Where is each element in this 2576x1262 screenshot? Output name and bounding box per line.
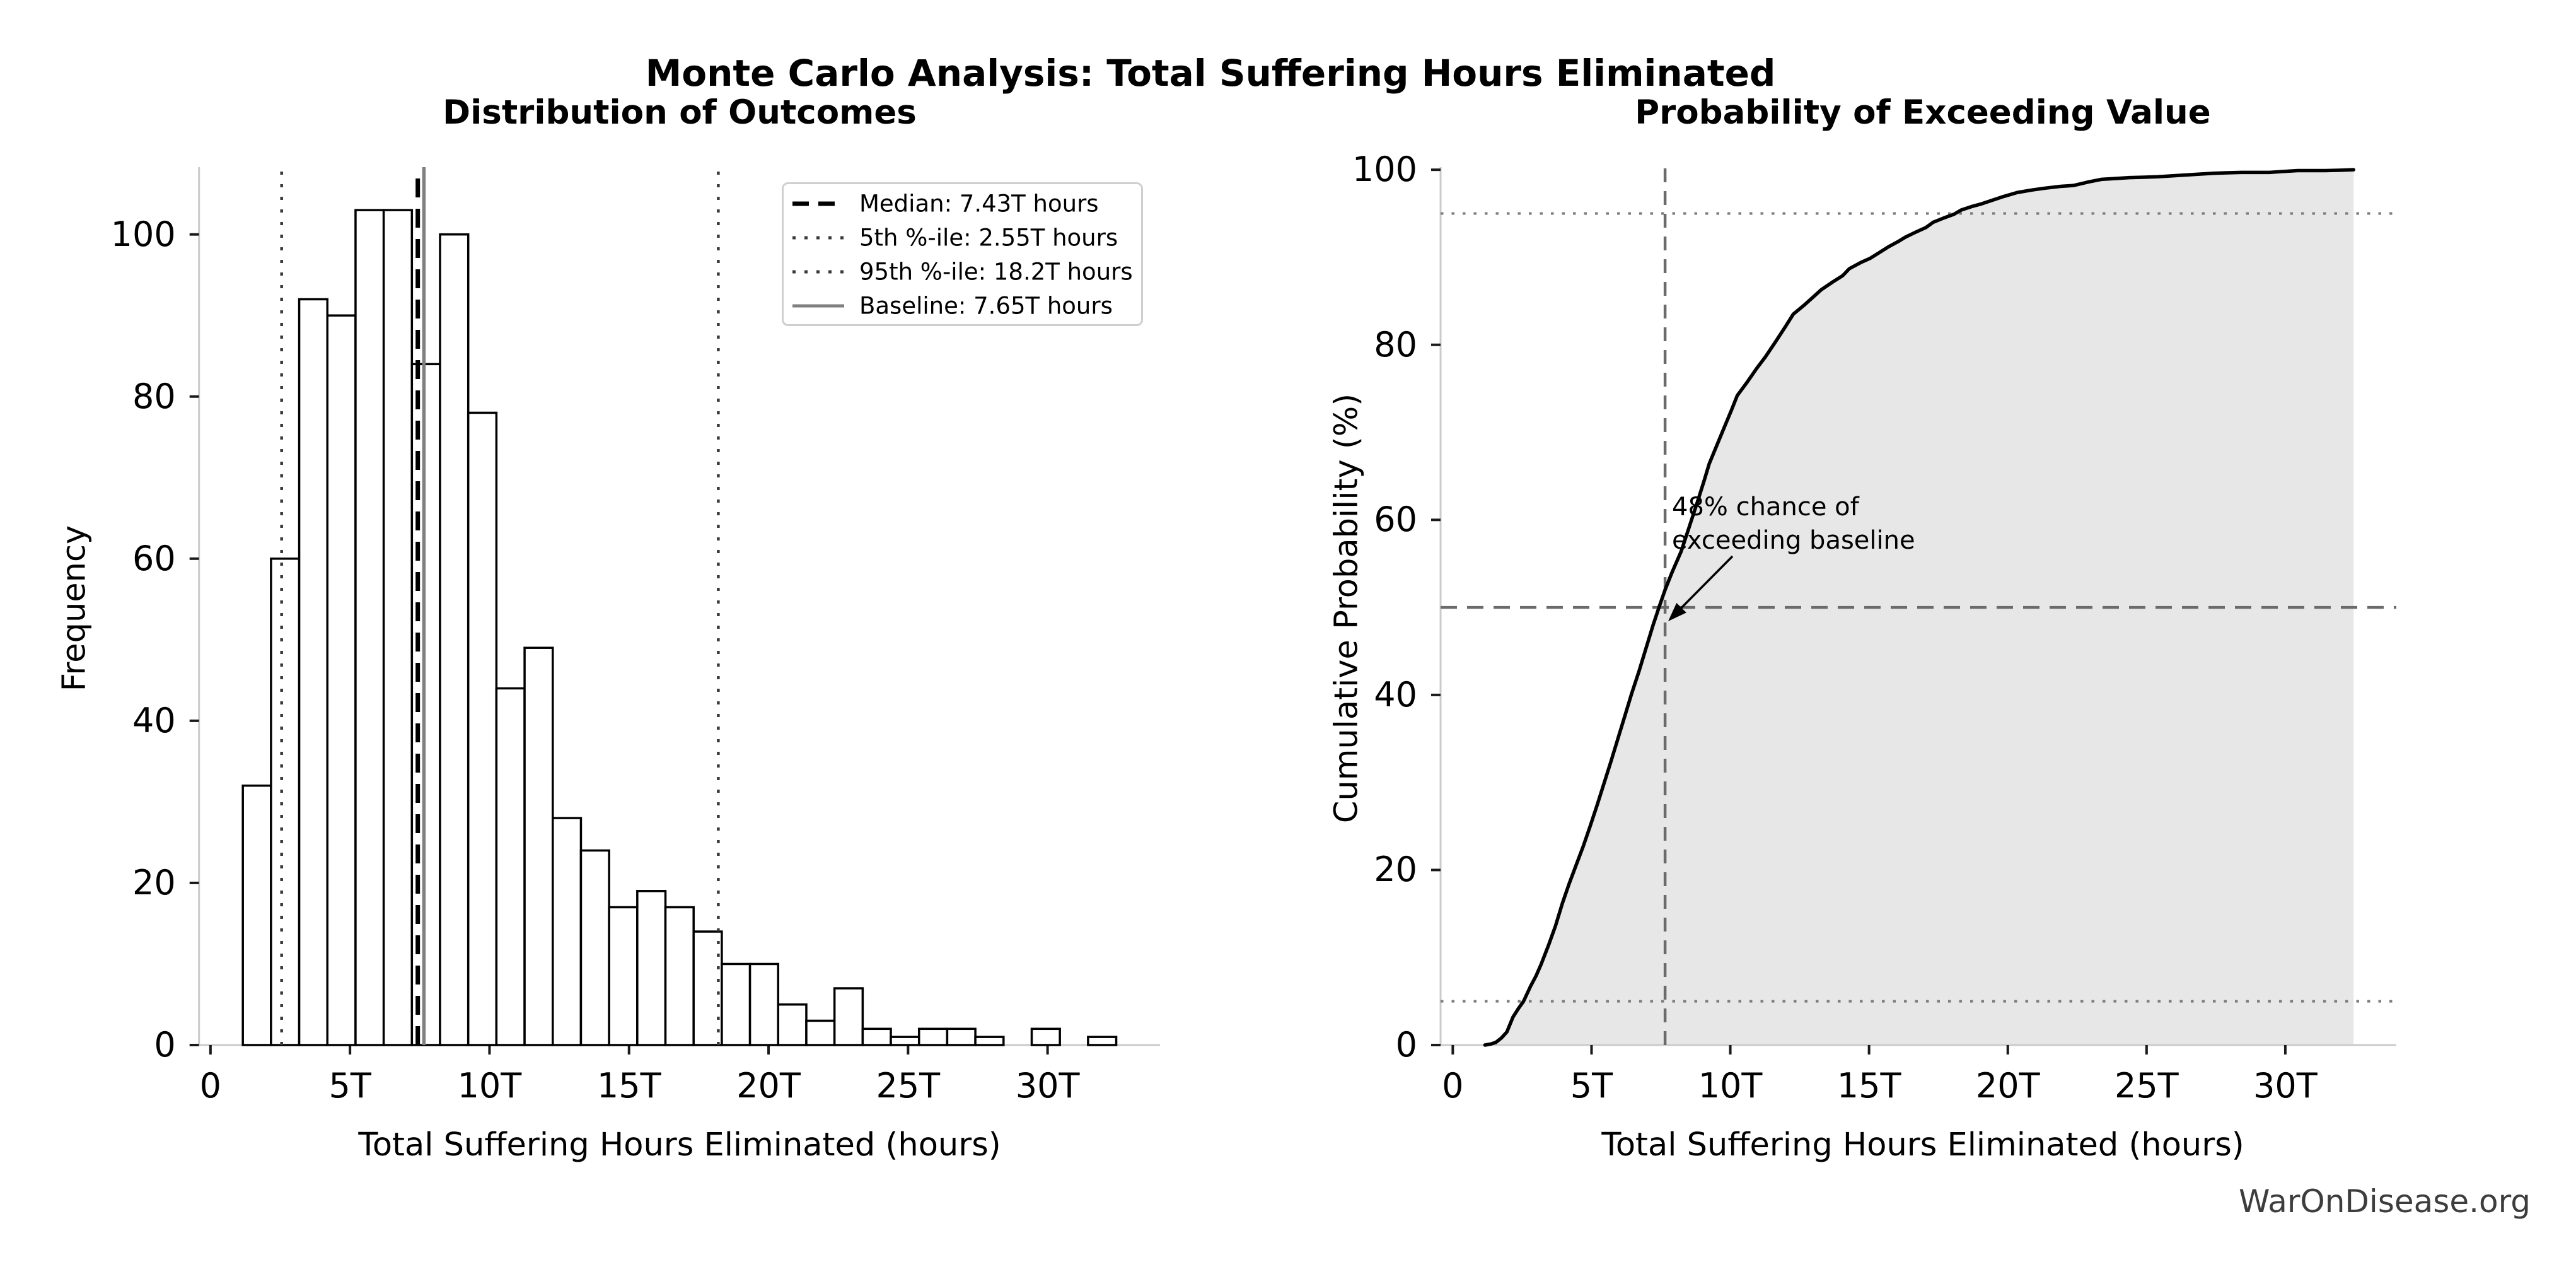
legend-line-sample-dotted-dark [792, 270, 844, 274]
left-plot-x-tick-label: 5T [328, 1066, 371, 1106]
legend-line-sample-solid-gray [792, 304, 844, 308]
histogram-bar [946, 1027, 977, 1046]
left-plot-y-tick-label: 80 [132, 376, 176, 416]
right-plot-x-tick-label: 0 [1442, 1066, 1464, 1106]
legend-row: Baseline: 7.65T hours [784, 289, 1141, 323]
right-plot-x-tick-label: 15T [1836, 1066, 1901, 1106]
legend-box: Median: 7.43T hours 5th %-ile: 2.55T hour… [782, 182, 1143, 326]
histogram-bar [552, 817, 583, 1046]
watermark: WarOnDisease.org [2238, 1183, 2531, 1220]
annotation-arrow-head [1668, 602, 1686, 621]
right-plot-y-tick-label: 100 [1352, 149, 1417, 190]
left-x-axis-label: Total Suffering Hours Eliminated (hours) [358, 1126, 1001, 1164]
annotation-arrow-shaft [1680, 555, 1734, 609]
histogram-bar [579, 849, 610, 1046]
histogram-bar [495, 687, 526, 1046]
histogram-bar [664, 906, 695, 1046]
histogram-bar [861, 1027, 892, 1046]
legend-line-sample-dotted-dark [792, 236, 844, 240]
right-plot-x-tick-label: 30T [2253, 1066, 2318, 1106]
right-plot-y-tick-label: 80 [1374, 324, 1417, 365]
left-y-axis-label: Frequency [55, 525, 93, 692]
legend-line-sample-dashed-black [792, 201, 844, 206]
legend-label: 95th %-ile: 18.2T hours [859, 258, 1133, 286]
histogram-bar [636, 890, 667, 1046]
left-plot-x-tick-label: 0 [199, 1066, 222, 1106]
left-plot-x-tick-label: 30T [1015, 1066, 1080, 1106]
histogram-bar [326, 314, 357, 1046]
histogram-bar [748, 962, 780, 1046]
histogram-bar [270, 558, 301, 1046]
right-plot-x-tick-label: 5T [1570, 1066, 1613, 1106]
histogram-bar [721, 962, 751, 1046]
histogram-bar [354, 209, 385, 1046]
left-chart-title: Distribution of Outcomes [443, 93, 917, 132]
right-plot-x-tick-label: 25T [2114, 1066, 2179, 1106]
histogram-bar [1030, 1027, 1061, 1046]
histogram-bar [382, 209, 414, 1046]
legend-label: 5th %-ile: 2.55T hours [859, 224, 1118, 252]
legend-row: 5th %-ile: 2.55T hours [784, 221, 1141, 255]
cdf-annotation-line-2: exceeding baseline [1672, 526, 1915, 555]
legend-row: 95th %-ile: 18.2T hours [784, 255, 1141, 289]
right-y-axis-label: Cumulative Probability (%) [1328, 393, 1366, 824]
histogram-bar [917, 1027, 949, 1046]
histogram-bar [833, 987, 864, 1046]
right-plot-x-tick-label: 10T [1698, 1066, 1763, 1106]
right-plot-y-tick-label: 0 [1395, 1025, 1417, 1065]
legend-label: Median: 7.43T hours [859, 190, 1099, 218]
histogram-bar [410, 363, 441, 1046]
cdf-curve [1483, 168, 2355, 1047]
histogram-bar [692, 930, 723, 1046]
histogram-bar [523, 646, 554, 1046]
right-plot-y-tick-label: 20 [1374, 850, 1417, 890]
left-plot-x-tick-label: 25T [876, 1066, 941, 1106]
histogram-bar [298, 298, 329, 1046]
left-plot-y-tick-label: 60 [132, 538, 176, 578]
histogram-bar [467, 411, 498, 1046]
left-plot-y-tick-label: 40 [132, 700, 176, 740]
histogram-bar [1087, 1036, 1118, 1046]
left-plot-x-tick-label: 10T [457, 1066, 522, 1106]
right-chart-title: Probability of Exceeding Value [1635, 93, 2211, 132]
left-plot-y-tick-label: 100 [110, 214, 176, 254]
histogram-bar [241, 784, 272, 1046]
left-plot-y-tick-label: 0 [154, 1025, 176, 1065]
legend-row: Median: 7.43T hours [784, 187, 1141, 221]
left-plot-x-tick-label: 20T [736, 1066, 801, 1106]
histogram-bar [974, 1036, 1005, 1046]
histogram-bar [608, 906, 639, 1046]
right-plot-x-tick-label: 20T [1975, 1066, 2040, 1106]
histogram-bar [805, 1019, 836, 1046]
left-plot-x-tick-label: 15T [596, 1066, 661, 1106]
histogram-bar [439, 233, 470, 1046]
legend-label: Baseline: 7.65T hours [859, 292, 1113, 320]
histogram-bar [777, 1003, 808, 1046]
figure-suptitle: Monte Carlo Analysis: Total Suffering Ho… [645, 52, 1776, 95]
left-plot-y-tick-label: 20 [132, 862, 176, 903]
cdf-annotation-line-1: 48% chance of [1672, 493, 1859, 522]
right-x-axis-label: Total Suffering Hours Eliminated (hours) [1601, 1126, 2244, 1164]
right-plot-y-tick-label: 40 [1374, 674, 1417, 715]
histogram-bar [890, 1036, 920, 1046]
cdf-annotation: 48% chance of exceeding baseline [1672, 491, 1915, 558]
right-plot-y-tick-label: 60 [1374, 500, 1417, 540]
